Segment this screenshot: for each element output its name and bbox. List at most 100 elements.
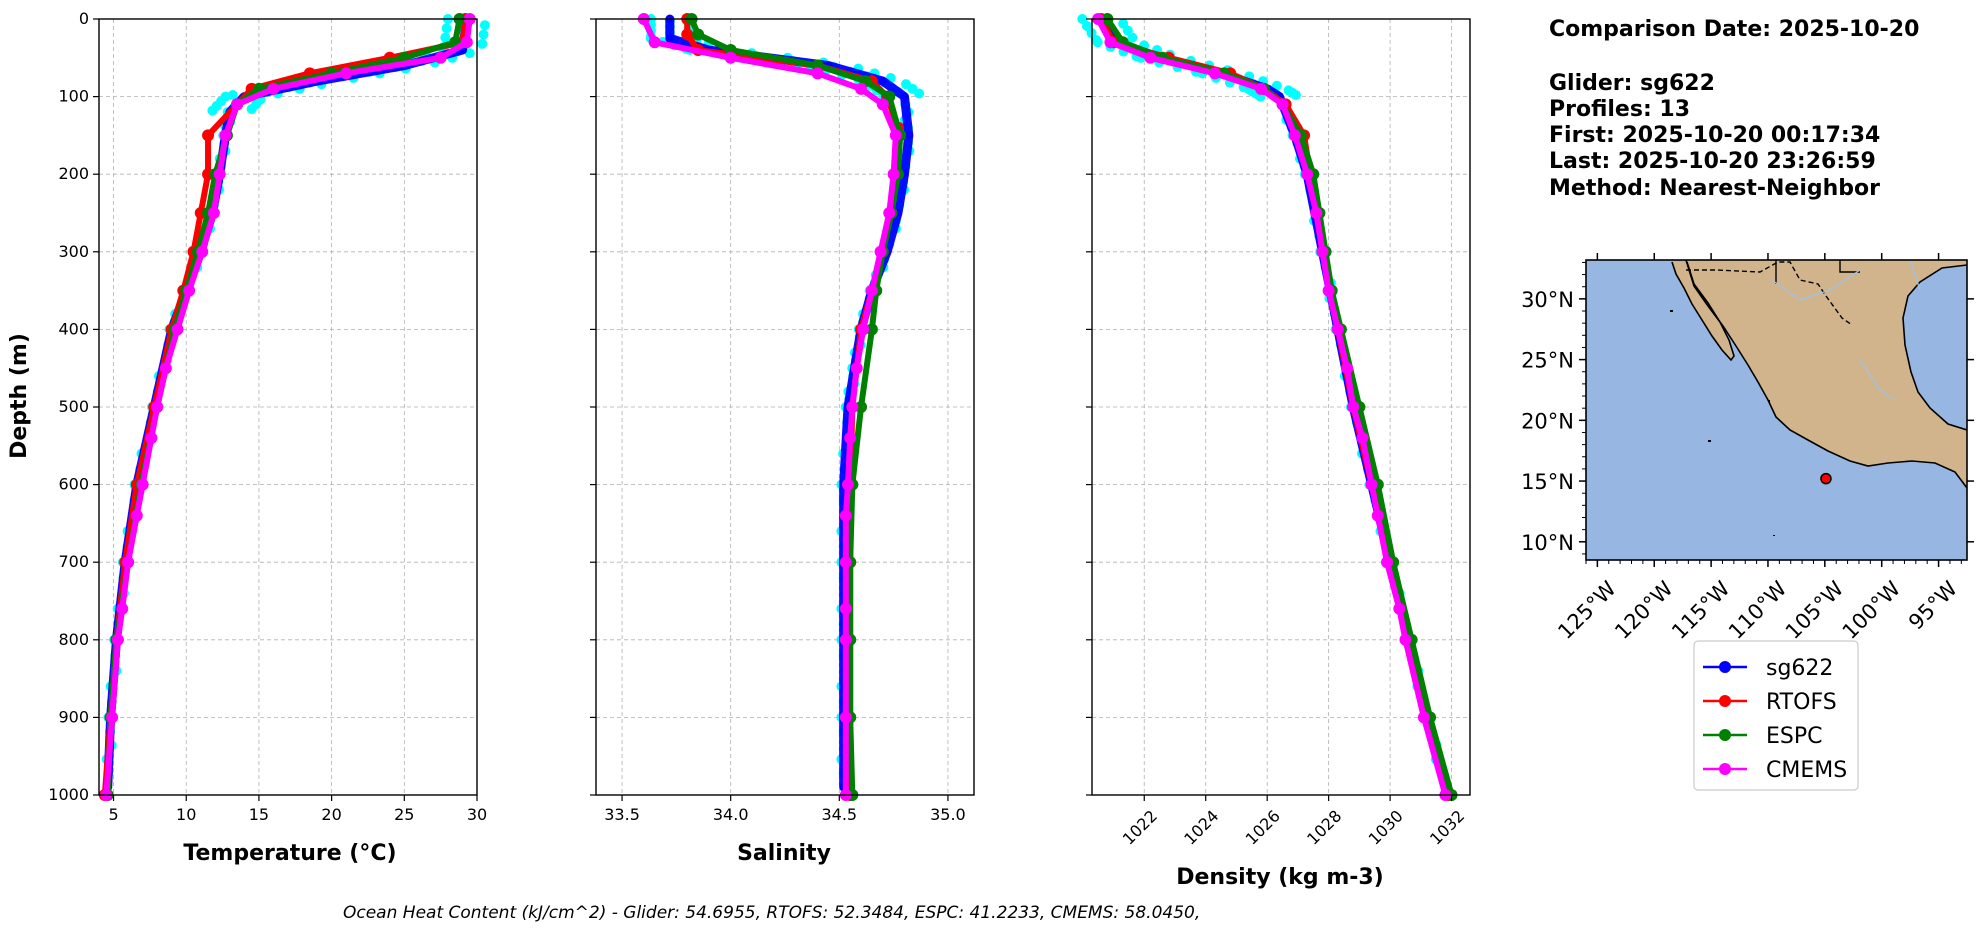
legend-marker-espc	[1719, 729, 1731, 741]
glider-scatter-point	[477, 38, 488, 49]
glider-scatter-point	[246, 104, 257, 115]
x-tick-label: 5	[108, 805, 118, 824]
data-point-cmems	[136, 478, 149, 491]
y-ticks	[590, 18, 596, 796]
data-point-cmems	[1301, 168, 1314, 181]
data-point-cmems	[460, 36, 473, 49]
map-lat-label: 30°N	[1521, 288, 1574, 312]
map-frame	[1585, 259, 1968, 561]
data-point-rtofs	[681, 28, 694, 41]
x-tick-label: 34.5	[821, 805, 857, 824]
temperature-panel: 5 10 15 20 25 3001002003004005006007008009001…	[48, 9, 490, 824]
legend: sg622 RTOFS ESPC CMEMS	[1693, 640, 1859, 791]
data-point-cmems	[842, 478, 854, 491]
map-coastline-gulf	[1902, 264, 1967, 431]
data-point-cmems	[876, 98, 889, 111]
data-point-cmems	[183, 284, 196, 297]
temperature-axis-label: Temperature (°C)	[183, 841, 396, 866]
glider-scatter-point	[1290, 90, 1301, 101]
info-block: Comparison Date: 2025-10-20 Glider: sg62…	[1549, 17, 1919, 201]
legend-label-espc: ESPC	[1766, 724, 1823, 749]
data-point-cmems	[889, 129, 902, 142]
glider-scatter-point	[464, 48, 475, 59]
data-point-sg622	[878, 77, 887, 86]
y-tick-label: 800	[58, 630, 89, 649]
data-point-cmems	[145, 432, 158, 445]
glider-profile-scatter	[645, 14, 925, 779]
data-point-cmems	[839, 509, 852, 522]
data-point-cmems	[171, 323, 184, 336]
x-tick-label: 35.0	[930, 805, 966, 824]
data-point-sg622	[665, 34, 674, 43]
data-point-cmems	[1341, 362, 1354, 375]
x-ticks: 5 10 15 20 25 30	[108, 795, 487, 824]
x-tick-label: 1028	[1303, 806, 1345, 848]
data-point-cmems	[1347, 401, 1360, 413]
data-point-cmems	[1393, 602, 1406, 615]
data-point-sg622	[904, 131, 913, 140]
x-tick-label: 25	[394, 805, 414, 824]
data-point-cmems	[231, 98, 244, 111]
glider-name: Glider: sg622	[1549, 71, 1715, 96]
y-tick-label: 100	[58, 87, 89, 106]
series-cmems	[100, 13, 476, 801]
data-point-cmems	[434, 51, 447, 64]
series-sg622	[1077, 14, 1450, 792]
map-latitude-labels: 30°N 25°N 20°N 15°N 10°N	[1521, 288, 1574, 555]
data-point-cmems	[106, 711, 119, 724]
data-point-cmems	[111, 633, 124, 646]
data-point-cmems	[811, 67, 824, 80]
legend-frame	[1693, 640, 1859, 791]
map-lon-label: 100°W	[1838, 576, 1906, 644]
y-ticks	[1086, 18, 1092, 796]
ocean-heat-content-footer: Ocean Heat Content (kJ/cm^2) - Glider: 5…	[343, 903, 1200, 923]
profile-count: Profiles: 13	[1549, 97, 1690, 122]
series-line-sg622	[665, 14, 914, 792]
x-tick-label: 1030	[1365, 806, 1407, 848]
last-profile-time: Last: 2025-10-20 23:26:59	[1549, 149, 1876, 174]
x-tick-label: 20	[321, 805, 341, 824]
series-line-cmems	[1095, 16, 1449, 798]
salinity-axis-label: Salinity	[737, 841, 831, 866]
data-point-cmems	[122, 556, 135, 569]
data-point-rtofs	[202, 129, 215, 142]
data-point-cmems	[267, 82, 280, 95]
x-tick-label: 33.5	[604, 805, 640, 824]
glider-scatter-point	[1092, 37, 1103, 48]
data-point-cmems	[1276, 98, 1289, 111]
location-map: 30°N 25°N 20°N 15°N 10°N 125°W120°W115°W110°…	[1521, 253, 1974, 644]
data-point-cmems	[839, 711, 852, 724]
glider-scatter-point	[478, 29, 489, 40]
data-point-cmems	[130, 509, 143, 522]
map-lon-label: 120°W	[1610, 576, 1678, 644]
data-point-cmems	[1208, 67, 1221, 80]
data-point-cmems	[724, 51, 737, 64]
data-point-cmems	[1255, 82, 1268, 95]
data-point-cmems	[1371, 509, 1384, 522]
depth-axis-label: Depth (m)	[7, 333, 32, 459]
x-tick-label: 1022	[1119, 806, 1161, 848]
legend-label-cmems: CMEMS	[1766, 758, 1847, 783]
map-lat-label: 20°N	[1521, 409, 1574, 433]
y-tick-label: 1000	[48, 785, 89, 804]
series-cmems	[637, 13, 902, 801]
legend-marker-cmems	[1719, 763, 1731, 775]
legend-marker-rtofs	[1719, 695, 1731, 707]
legend-label-sg622: sg622	[1766, 656, 1833, 681]
data-point-cmems	[1316, 245, 1329, 258]
data-point-cmems	[1310, 207, 1323, 219]
data-point-cmems	[207, 207, 220, 219]
data-point-cmems	[874, 245, 887, 258]
map-lat-label: 25°N	[1521, 349, 1574, 373]
first-profile-time: First: 2025-10-20 00:17:34	[1549, 123, 1880, 148]
y-tick-label: 200	[58, 164, 89, 183]
y-ticks: 0 100 200 300 400 500 600 700 800 900 1000	[48, 9, 99, 804]
legend-items: sg622 RTOFS ESPC CMEMS	[1703, 656, 1847, 783]
data-point-cmems	[648, 36, 661, 49]
data-point-cmems	[1288, 129, 1301, 142]
data-point-espc	[865, 323, 878, 336]
map-land-baja-california	[1672, 262, 1734, 360]
data-point-cmems	[1381, 556, 1394, 569]
grid	[596, 18, 974, 796]
salinity-panel: 33.5 34.0 34.5 35.0	[590, 13, 975, 824]
